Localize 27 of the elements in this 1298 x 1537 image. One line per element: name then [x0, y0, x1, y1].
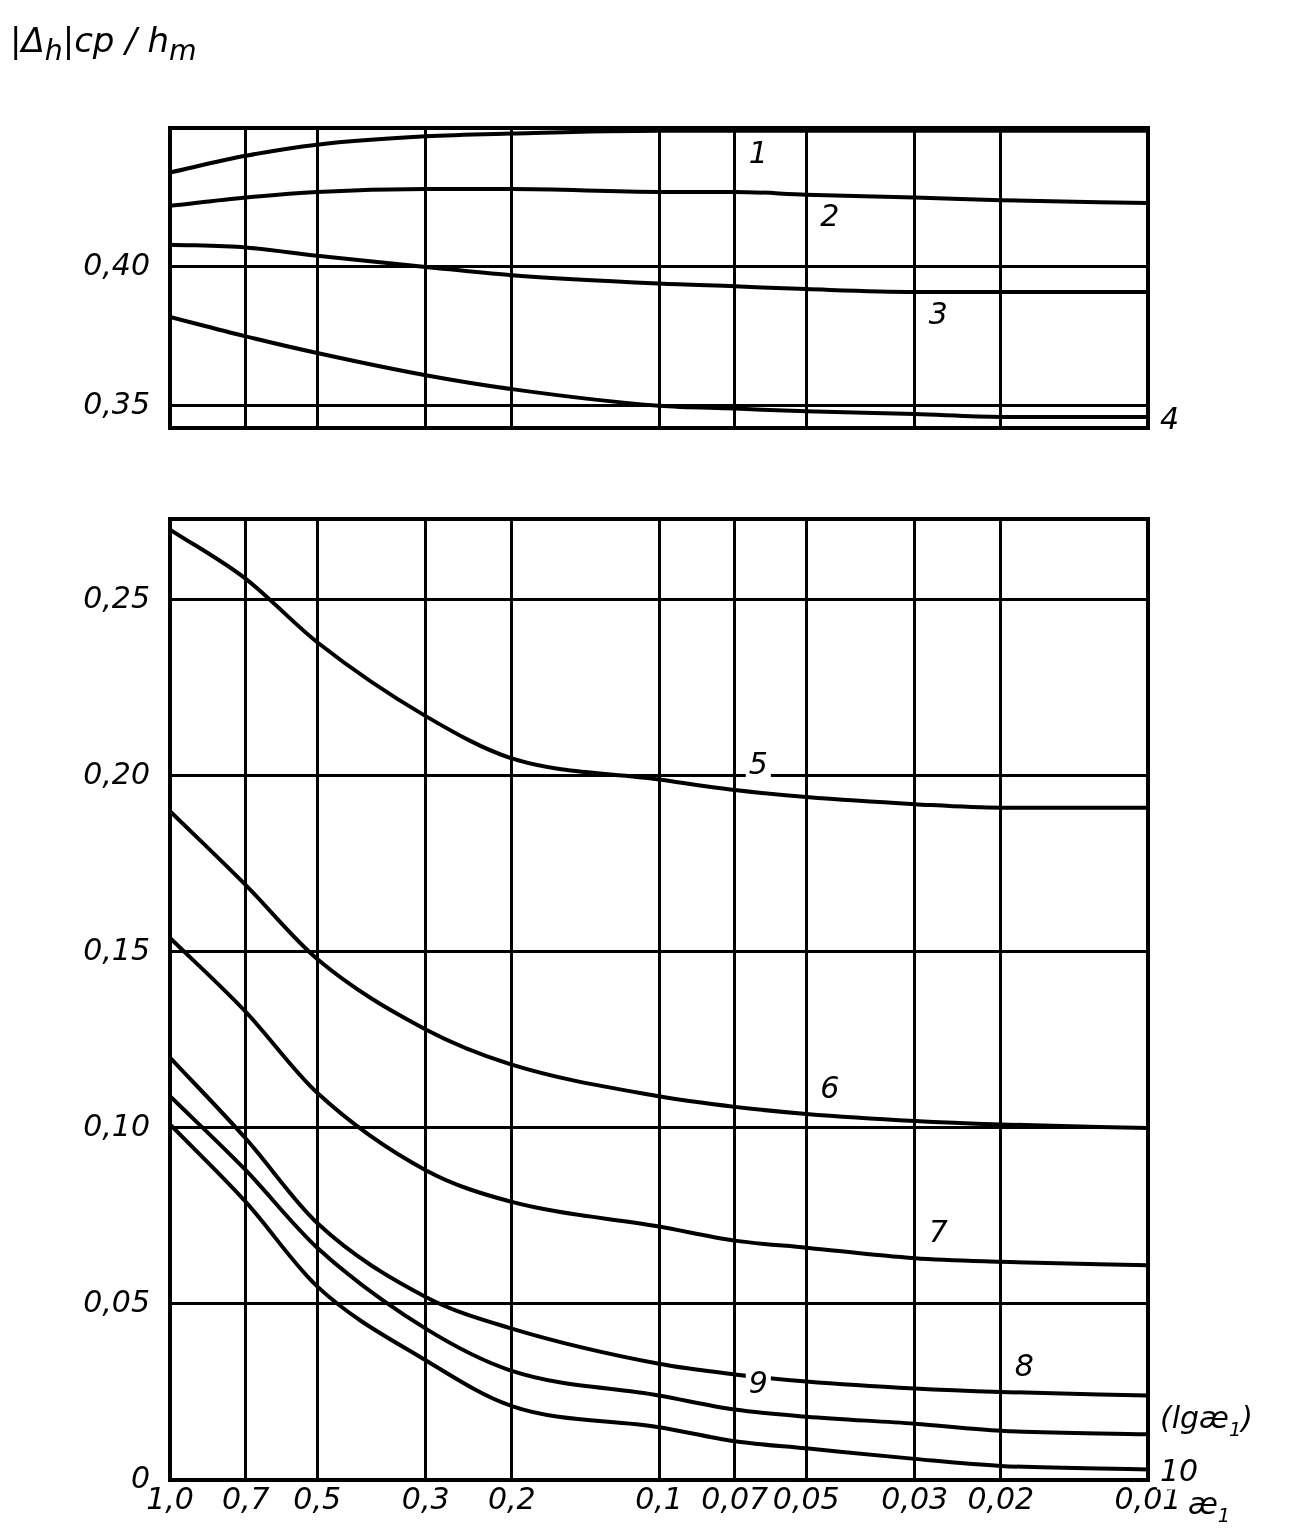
series-label: 7	[928, 1214, 948, 1250]
series-label: 9	[748, 1365, 768, 1401]
y-tick-label: 0,20	[83, 755, 150, 791]
series-label: 3	[928, 295, 948, 331]
y-tick-label: 0,05	[83, 1283, 150, 1319]
y-tick-label: 0,35	[83, 385, 150, 421]
series-label: 1	[748, 134, 768, 170]
series-label: 4	[1160, 400, 1180, 436]
x-tick-label: 0,3	[401, 1480, 450, 1516]
x-tick-label: 0,02	[967, 1480, 1035, 1516]
y-tick-label: 0,15	[83, 931, 150, 967]
x-tick-label: 0,07	[701, 1480, 769, 1516]
x-tick-label: 0,05	[772, 1480, 840, 1516]
y-tick-label: 0,40	[83, 246, 150, 282]
y-axis-title: |Δ$_{h}$|ср / h$_{m}$	[10, 20, 197, 67]
x-tick-label: 0,03	[881, 1480, 949, 1516]
x-tick-label: 0,1	[635, 1480, 683, 1516]
x-tick-label: 0,2	[487, 1480, 536, 1516]
series-label: 8	[1014, 1347, 1034, 1383]
y-tick-label: 0,10	[83, 1107, 150, 1143]
x-tick-label: 0,7	[221, 1480, 270, 1516]
series-label: 6	[820, 1069, 840, 1105]
y-tick-label: 0	[130, 1459, 150, 1495]
series-label: 5	[748, 745, 768, 781]
y-tick-label: 0,25	[83, 579, 150, 615]
x-tick-label: 0,5	[293, 1480, 342, 1516]
series-label: 2	[820, 198, 840, 234]
